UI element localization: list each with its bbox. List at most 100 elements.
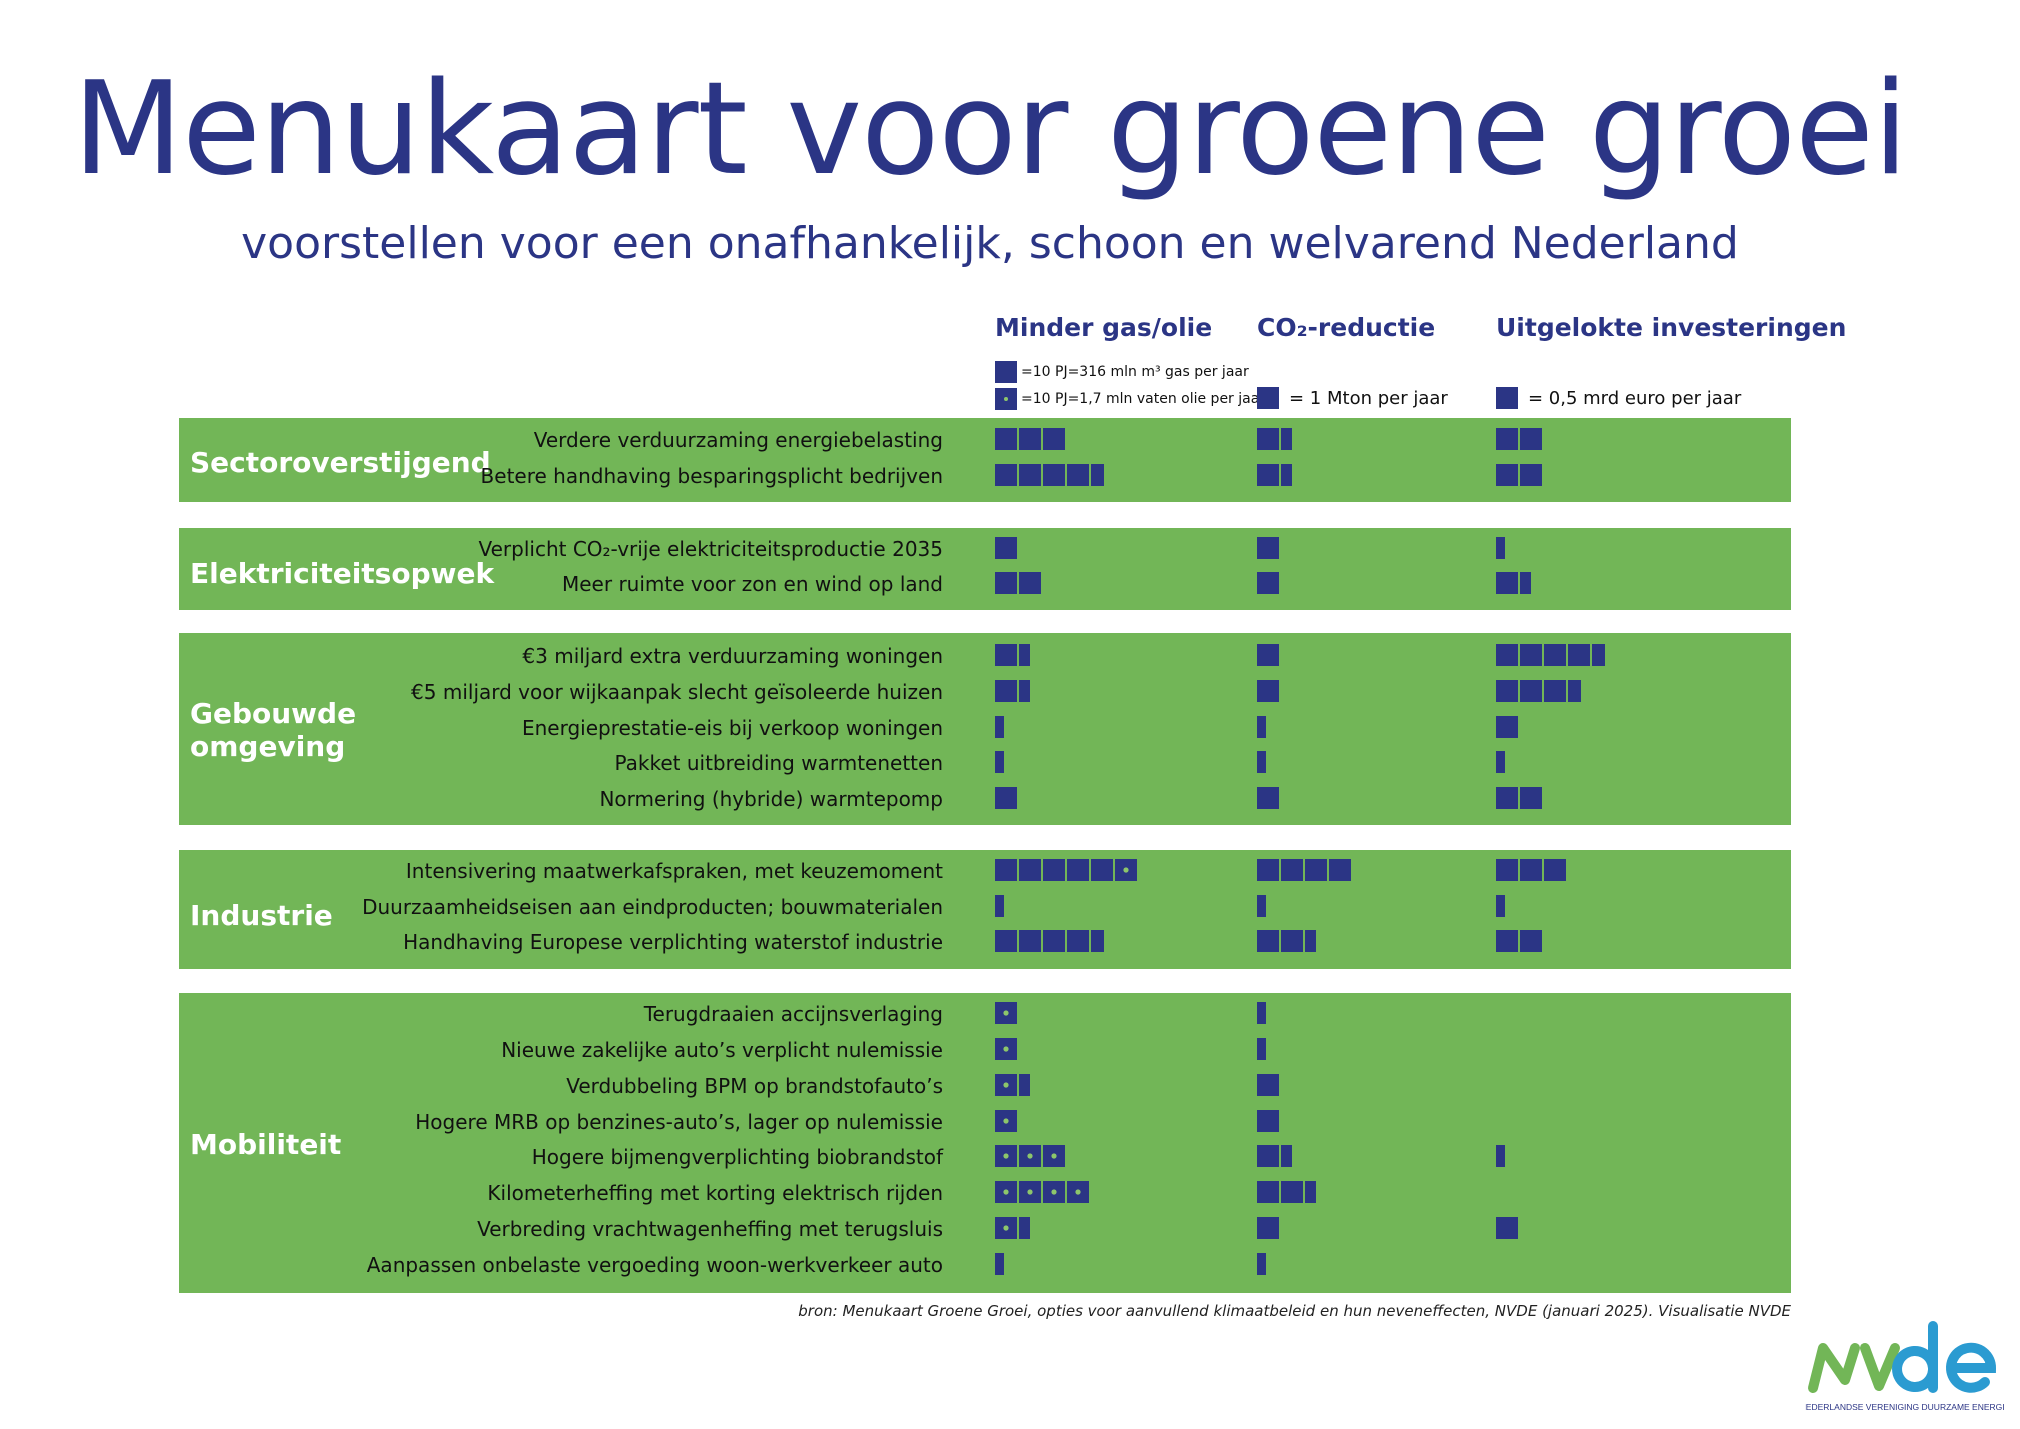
row-label: Handhaving Europese verplichting waterst… [403,930,943,954]
investment-unit-mark [1520,644,1542,666]
investment-unit-mark [1496,428,1518,450]
co2-unit-mark [1281,1181,1303,1203]
oil-square-dot [1003,1153,1009,1159]
row-label: Aanpassen onbelaste vergoeding woon-werk… [366,1253,943,1277]
row-label: Pakket uitbreiding warmtenetten [614,751,943,775]
legend-gas: =10 PJ=316 mln m³ gas per jaar [995,361,1249,383]
column-header-investments: Uitgelokte investeringen [1496,313,1847,342]
investment-unit-mark [1496,680,1518,702]
gas-unit-mark [1067,859,1089,881]
nvde-logo: NEDERLANDSE VERENIGING DUURZAME ENERGIE [1805,1321,2005,1412]
co2-unit-mark [1257,1038,1266,1060]
legend-oil: =10 PJ=1,7 mln vaten olie per jaar [995,388,1265,410]
co2-unit-mark [1257,751,1266,773]
investment-unit-mark [1520,572,1531,594]
co2-unit-mark [1305,859,1327,881]
legend-oil-label: =10 PJ=1,7 mln vaten olie per jaar [1021,391,1266,407]
investment-unit-mark [1520,464,1542,486]
page-subtitle: voorstellen voor een onafhankelijk, scho… [241,218,1739,269]
logo-tagline: NEDERLANDSE VERENIGING DUURZAME ENERGIE [1805,1402,2005,1412]
investment-unit-mark [1520,859,1542,881]
sector-name: Gebouwde omgeving [190,697,357,763]
oil-square-dot [1027,1153,1033,1159]
gas-unit-mark [995,859,1017,881]
gas-unit-mark [1043,428,1065,450]
row-label: Terugdraaien accijnsverlaging [643,1002,943,1026]
gas-unit-mark [1091,930,1104,952]
co2-unit-mark [1257,716,1266,738]
legend-oil-square-icon [995,388,1017,410]
investment-unit-mark [1496,930,1518,952]
sector-name: Elektriciteitsopwek [190,557,495,590]
gas-unit-mark [995,716,1004,738]
sector-band-mobiliteit [179,993,1791,1293]
legend-co2: = 1 Mton per jaar [1257,387,1448,409]
row-label: Kilometerheffing met korting elektrisch … [487,1181,943,1205]
co2-unit-mark [1257,1145,1279,1167]
co2-unit-mark [1257,1217,1279,1239]
gas-unit-mark [995,428,1017,450]
gas-unit-mark [1019,930,1041,952]
row-label: Verbreding vrachtwagenheffing met terugs… [477,1217,943,1241]
gas-unit-mark [1043,464,1065,486]
gas-unit-mark [1019,572,1041,594]
investment-unit-mark [1496,572,1518,594]
row-label: Verdubbeling BPM op brandstofauto’s [566,1074,943,1098]
gas-unit-mark [1043,859,1065,881]
co2-unit-mark [1257,428,1279,450]
co2-unit-mark [1257,572,1279,594]
co2-unit-mark [1281,930,1303,952]
co2-unit-mark [1257,787,1279,809]
oil-square-dot [1051,1189,1057,1195]
investment-unit-mark [1496,1217,1518,1239]
gas-unit-mark [1091,464,1104,486]
gas-unit-mark [995,751,1004,773]
legend-co2-label: = 1 Mton per jaar [1289,387,1448,409]
source-note: bron: Menukaart Groene Groei, opties voo… [798,1302,1791,1320]
investment-unit-mark [1496,644,1518,666]
investment-unit-mark [1544,680,1566,702]
sector-name: Sectoroverstijgend [190,446,491,479]
oil-square-dot [1003,1225,1009,1231]
row-label: Verdere verduurzaming energiebelasting [533,428,943,452]
row-label: Verplicht CO₂-vrije elektriciteitsproduc… [478,537,943,561]
sector-band-elektriciteitsopwek [179,528,1791,610]
legend-gas-label: =10 PJ=316 mln m³ gas per jaar [1021,364,1249,380]
co2-unit-mark [1257,930,1279,952]
co2-unit-mark [1305,930,1316,952]
oil-square-dot [1075,1189,1081,1195]
gas-unit-mark [995,787,1017,809]
oil-unit-mark [1019,1217,1030,1239]
investment-unit-mark [1520,787,1542,809]
sector-name: Mobiliteit [190,1128,342,1161]
gas-unit-mark [1067,464,1089,486]
oil-square-dot [1003,1046,1009,1052]
gas-unit-mark [1019,644,1030,666]
gas-unit-mark [1019,428,1041,450]
investment-unit-mark [1496,1145,1505,1167]
gas-unit-mark [1019,464,1041,486]
gas-unit-mark [1043,930,1065,952]
row-label: Intensivering maatwerkafspraken, met keu… [405,859,943,883]
legend-co2-square-icon [1257,387,1279,409]
co2-unit-mark [1257,1074,1279,1096]
investment-unit-mark [1496,787,1518,809]
oil-square-dot [1051,1153,1057,1159]
oil-unit-mark [1019,1074,1030,1096]
investment-unit-mark [1496,859,1518,881]
co2-unit-mark [1281,464,1292,486]
row-label: €3 miljard extra verduurzaming woningen [522,644,943,668]
legend-inv-square-icon [1496,387,1518,409]
co2-unit-mark [1281,1145,1292,1167]
legend-gas-square-icon [995,361,1017,383]
co2-unit-mark [1305,1181,1316,1203]
row-label: Meer ruimte voor zon en wind op land [562,572,943,596]
row-label: Hogere bijmengverplichting biobrandstof [531,1145,943,1169]
gas-unit-mark [995,930,1017,952]
oil-square-dot [1123,867,1129,873]
oil-square-dot [1003,1189,1009,1195]
co2-unit-mark [1257,895,1266,917]
co2-unit-mark [1257,1253,1266,1275]
investment-unit-mark [1568,680,1581,702]
